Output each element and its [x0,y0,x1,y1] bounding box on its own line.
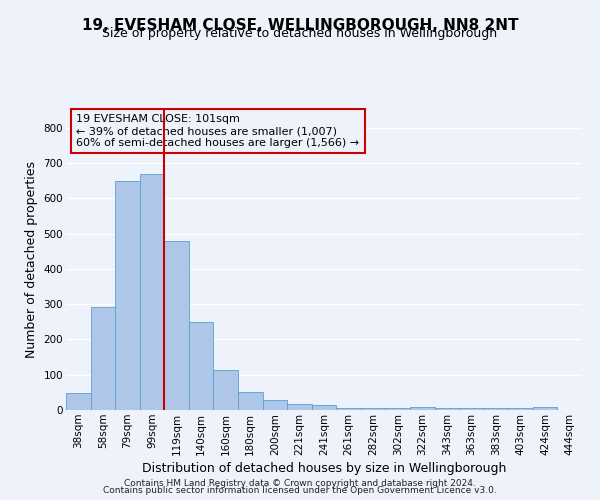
Bar [115,180,140,410]
Bar [508,408,533,410]
Bar [189,322,214,410]
Bar [164,242,189,410]
Bar [434,408,459,410]
Bar [484,408,508,410]
Bar [238,392,263,410]
Bar [287,404,312,410]
Bar [336,408,361,410]
Text: Contains public sector information licensed under the Open Government Licence v3: Contains public sector information licen… [103,486,497,495]
Text: Contains HM Land Registry data © Crown copyright and database right 2024.: Contains HM Land Registry data © Crown c… [124,478,476,488]
Y-axis label: Number of detached properties: Number of detached properties [25,162,38,358]
Bar [312,406,336,410]
Text: 19 EVESHAM CLOSE: 101sqm
← 39% of detached houses are smaller (1,007)
60% of sem: 19 EVESHAM CLOSE: 101sqm ← 39% of detach… [76,114,359,148]
Bar [214,370,238,410]
Text: 19, EVESHAM CLOSE, WELLINGBOROUGH, NN8 2NT: 19, EVESHAM CLOSE, WELLINGBOROUGH, NN8 2… [82,18,518,32]
Bar [385,408,410,410]
Bar [263,400,287,410]
Bar [91,306,115,410]
Bar [66,393,91,410]
Bar [140,174,164,410]
Text: Size of property relative to detached houses in Wellingborough: Size of property relative to detached ho… [103,28,497,40]
Bar [410,407,434,410]
Bar [533,407,557,410]
Bar [361,408,385,410]
X-axis label: Distribution of detached houses by size in Wellingborough: Distribution of detached houses by size … [142,462,506,475]
Bar [459,408,484,410]
